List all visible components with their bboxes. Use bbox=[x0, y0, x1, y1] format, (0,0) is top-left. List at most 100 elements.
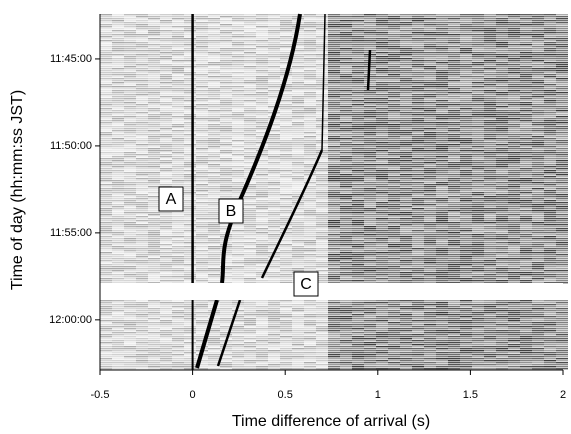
raster-cell bbox=[100, 164, 112, 165]
raster-cell bbox=[124, 58, 136, 59]
raster-cell bbox=[364, 168, 376, 169]
raster-cell bbox=[160, 126, 172, 127]
raster-cell bbox=[196, 190, 208, 191]
raster-cell bbox=[436, 48, 448, 49]
raster-cell bbox=[232, 186, 244, 187]
raster-cell bbox=[136, 18, 148, 19]
raster-cell bbox=[100, 234, 112, 235]
raster-cell bbox=[412, 24, 424, 25]
raster-cell bbox=[556, 210, 568, 211]
raster-cell bbox=[472, 134, 484, 135]
raster-cell bbox=[172, 152, 184, 153]
raster-cell bbox=[136, 130, 148, 131]
raster-cell bbox=[100, 126, 112, 127]
raster-cell bbox=[364, 214, 376, 215]
raster-cell bbox=[412, 250, 424, 251]
raster-cell bbox=[484, 124, 496, 125]
raster-cell bbox=[352, 28, 364, 29]
raster-cell bbox=[316, 70, 328, 71]
raster-cell bbox=[400, 204, 412, 205]
raster-cell bbox=[184, 180, 196, 181]
raster-cell bbox=[208, 236, 220, 237]
raster-cell bbox=[316, 56, 328, 57]
raster-cell bbox=[364, 122, 376, 123]
raster-cell bbox=[136, 86, 148, 87]
raster-cell bbox=[532, 168, 544, 169]
raster-cell bbox=[412, 76, 424, 77]
raster-cell bbox=[256, 202, 268, 203]
raster-cell bbox=[160, 26, 172, 27]
raster-cell bbox=[208, 98, 220, 99]
raster-cell bbox=[496, 212, 508, 213]
raster-cell bbox=[268, 148, 280, 149]
raster-cell bbox=[364, 212, 376, 213]
raster-cell bbox=[112, 242, 124, 243]
raster-cell bbox=[364, 196, 376, 197]
raster-cell bbox=[472, 174, 484, 175]
raster-cell bbox=[220, 164, 232, 165]
raster-cell bbox=[124, 60, 136, 61]
raster-cell bbox=[268, 60, 280, 61]
raster-cell bbox=[304, 40, 316, 41]
raster-cell bbox=[520, 84, 532, 85]
raster-cell bbox=[112, 78, 124, 79]
raster-cell bbox=[460, 268, 472, 269]
raster-cell bbox=[304, 100, 316, 101]
raster-cell bbox=[328, 268, 340, 269]
raster-cell bbox=[544, 240, 556, 241]
raster-cell bbox=[340, 114, 352, 115]
raster-cell bbox=[244, 258, 256, 259]
raster-cell bbox=[172, 128, 184, 129]
raster-cell bbox=[508, 208, 520, 209]
raster-cell bbox=[196, 180, 208, 181]
raster-cell bbox=[448, 110, 460, 111]
raster-cell bbox=[412, 194, 424, 195]
raster-cell bbox=[304, 130, 316, 131]
raster-cell bbox=[352, 84, 364, 85]
raster-cell bbox=[508, 264, 520, 265]
raster-cell bbox=[124, 162, 136, 163]
raster-cell bbox=[268, 158, 280, 159]
raster-cell bbox=[520, 186, 532, 187]
raster-cell bbox=[556, 162, 568, 163]
raster-cell bbox=[556, 16, 568, 17]
raster-cell bbox=[436, 240, 448, 241]
raster-cell bbox=[148, 42, 160, 43]
raster-cell bbox=[352, 130, 364, 131]
raster-cell bbox=[544, 218, 556, 219]
raster-cell bbox=[376, 256, 388, 257]
raster-cell bbox=[412, 150, 424, 151]
raster-cell bbox=[352, 264, 364, 265]
raster-cell bbox=[172, 246, 184, 247]
raster-cell bbox=[244, 156, 256, 157]
raster-cell bbox=[244, 152, 256, 153]
raster-cell bbox=[316, 184, 328, 185]
raster-cell bbox=[184, 88, 196, 89]
raster-cell bbox=[484, 164, 496, 165]
raster-cell bbox=[256, 200, 268, 201]
raster-cell bbox=[136, 126, 148, 127]
raster-cell bbox=[124, 252, 136, 253]
raster-cell bbox=[520, 226, 532, 227]
raster-cell bbox=[184, 102, 196, 103]
raster-cell bbox=[364, 188, 376, 189]
raster-cell bbox=[376, 174, 388, 175]
raster-cell bbox=[496, 214, 508, 215]
raster-cell bbox=[124, 172, 136, 173]
raster-cell bbox=[364, 136, 376, 137]
raster-cell bbox=[508, 76, 520, 77]
raster-cell bbox=[520, 150, 532, 151]
raster-cell bbox=[196, 266, 208, 267]
raster-cell bbox=[136, 240, 148, 241]
raster-cell bbox=[448, 220, 460, 221]
raster-cell bbox=[208, 160, 220, 161]
raster-cell bbox=[100, 210, 112, 211]
raster-cell bbox=[496, 58, 508, 59]
raster-cell bbox=[352, 72, 364, 73]
raster-cell bbox=[292, 236, 304, 237]
raster-cell bbox=[424, 214, 436, 215]
raster-cell bbox=[304, 156, 316, 157]
raster-cell bbox=[532, 202, 544, 203]
raster-cell bbox=[196, 84, 208, 85]
raster-cell bbox=[256, 236, 268, 237]
